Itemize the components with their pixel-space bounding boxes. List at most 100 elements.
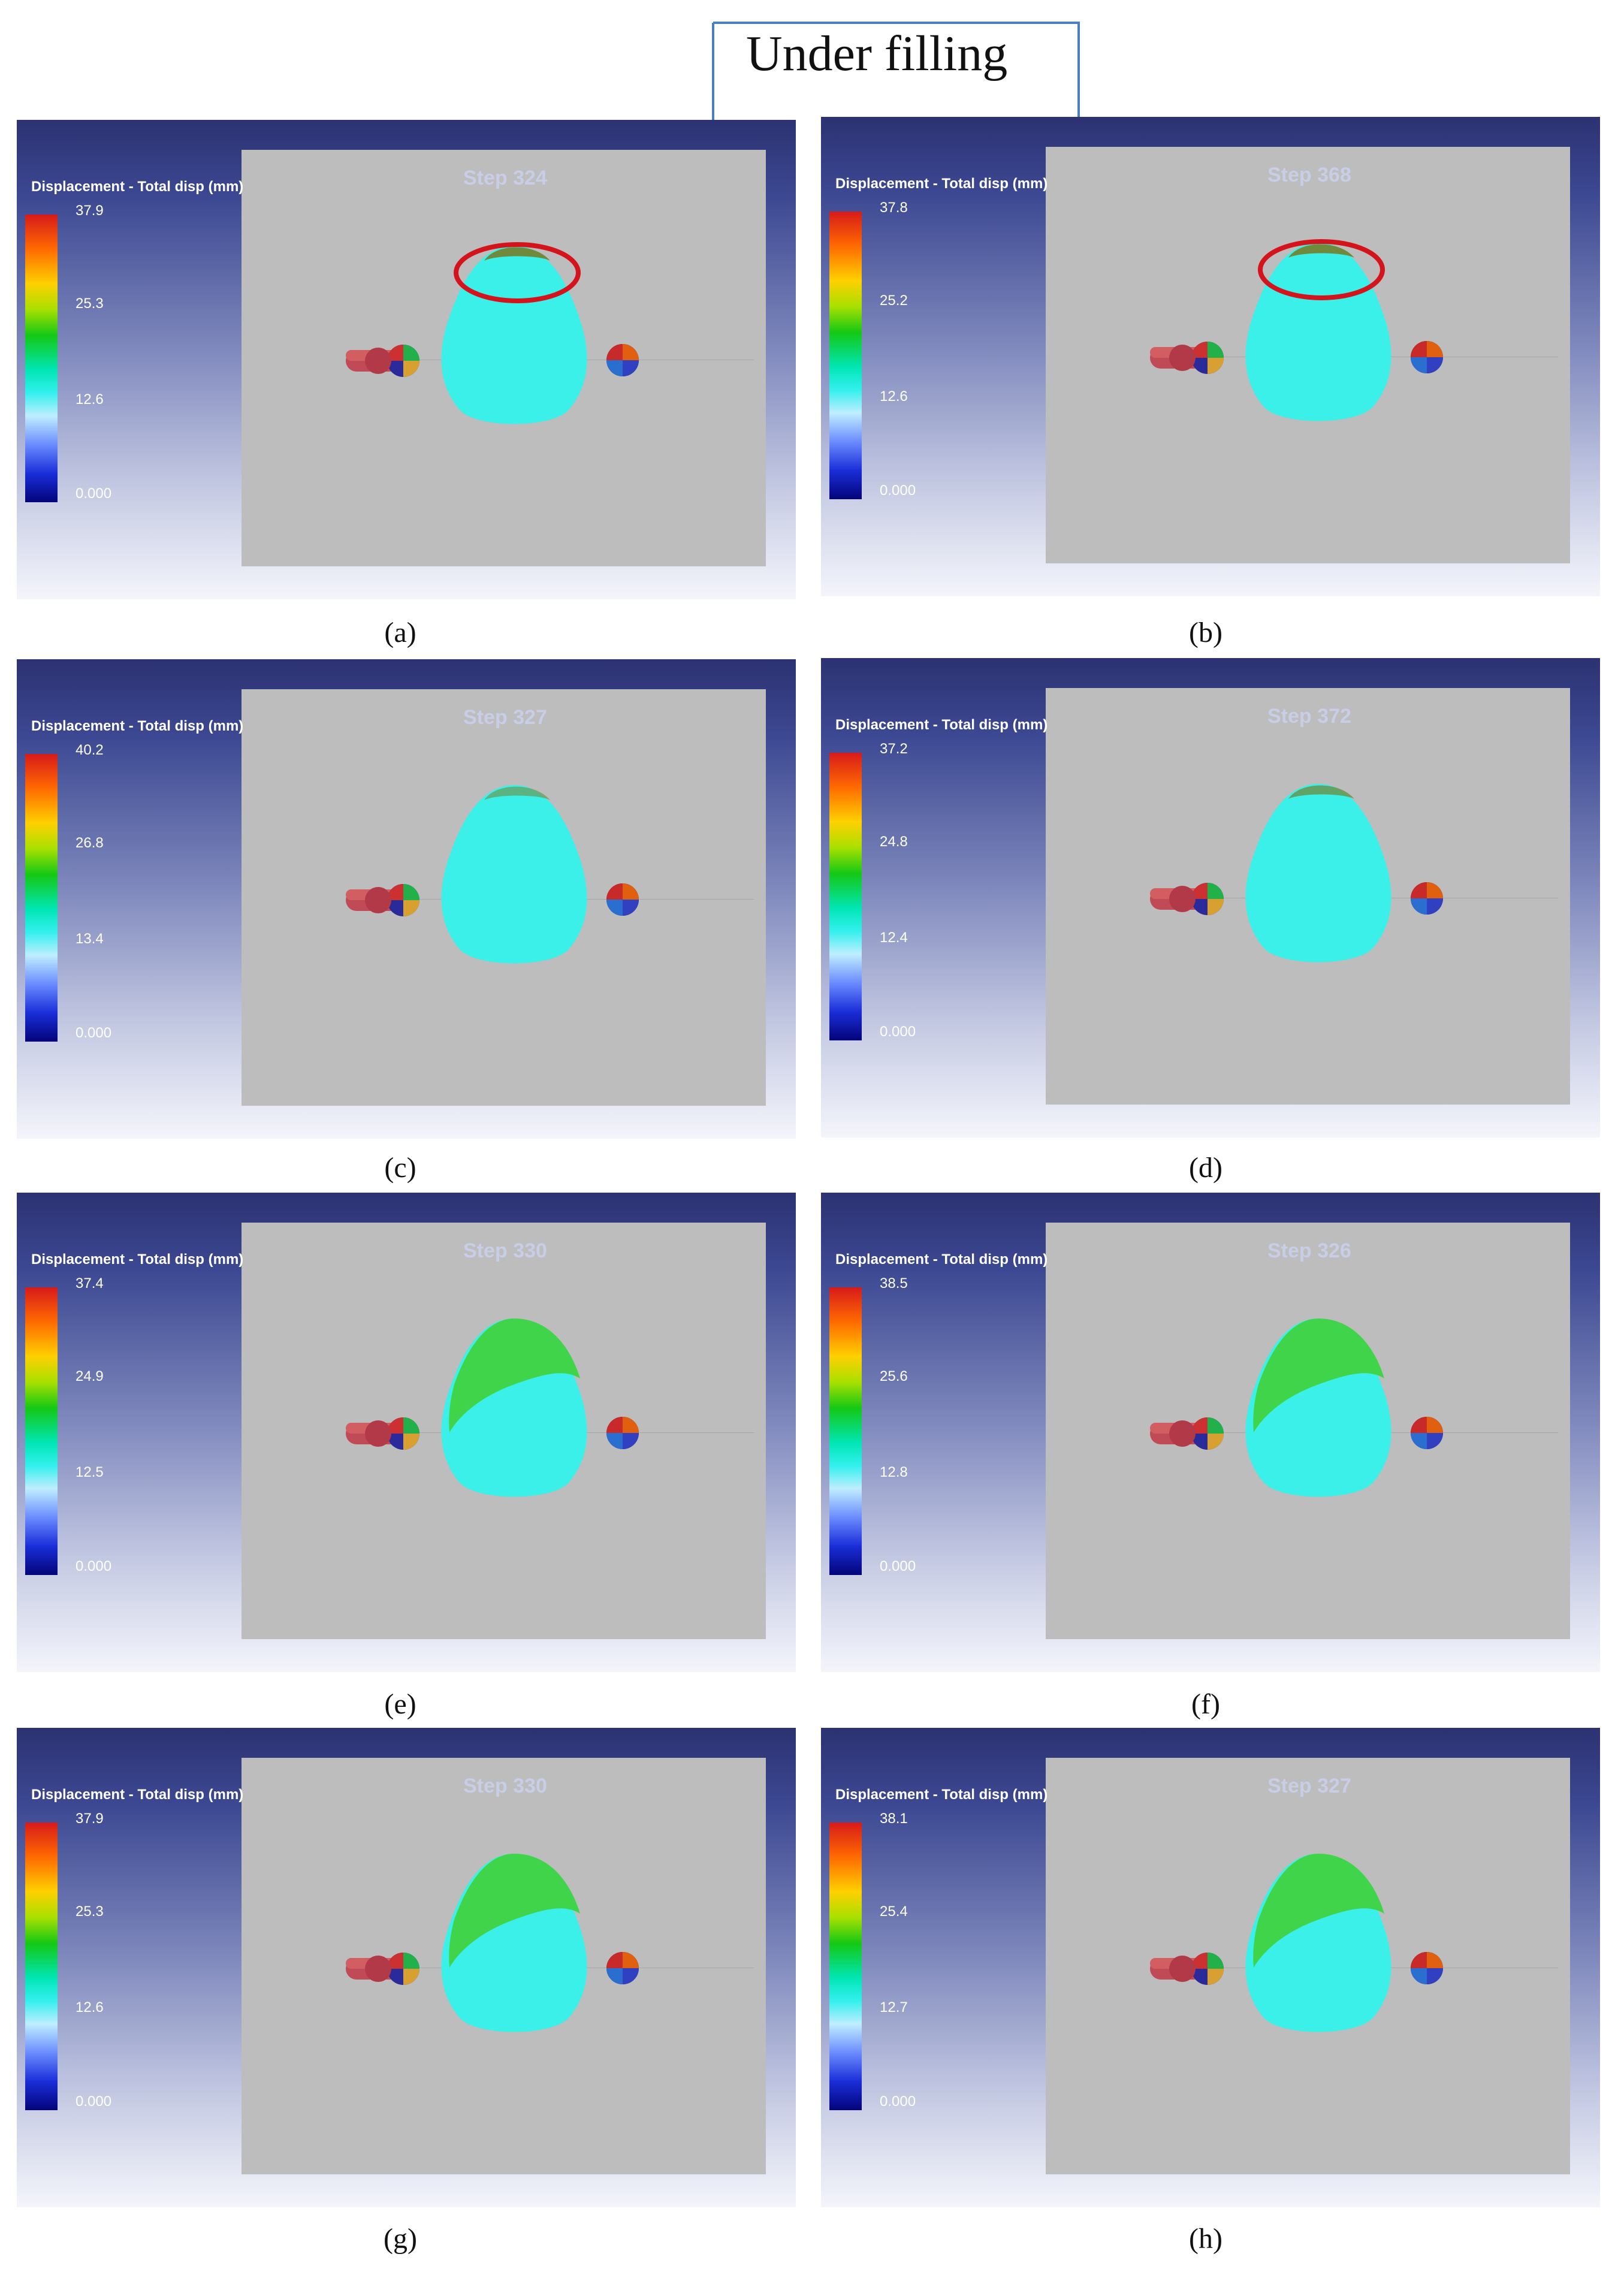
colorbar-tick-min: 0.000	[880, 1024, 916, 1040]
colorbar-tick-lower: 12.6	[76, 1999, 104, 2015]
workpiece-blob	[441, 1854, 587, 2032]
legend-title: Displacement - Total disp (mm)	[835, 176, 1048, 192]
colorbar-tick-lower: 12.5	[76, 1464, 104, 1480]
right-sphere-part	[606, 883, 639, 916]
workpiece-blob	[1245, 1854, 1391, 2032]
caption-c: (c)	[384, 1152, 416, 1184]
step-label: Step 327	[463, 706, 547, 729]
left-sphere-part	[346, 1417, 419, 1450]
right-sphere-part	[606, 344, 639, 376]
colorbar-tick-upper: 25.4	[880, 1903, 908, 1920]
workpiece-blob	[441, 246, 587, 424]
left-sphere-part	[1150, 342, 1224, 374]
colorbar-tick-lower: 12.7	[880, 1999, 908, 2015]
panel-f: Step 326 Displacement - Total disp (mm) …	[821, 1193, 1600, 1672]
caption-d: (d)	[1189, 1152, 1222, 1184]
left-sphere-part	[1150, 1953, 1224, 1985]
colorbar	[25, 215, 58, 502]
left-sphere-part	[1150, 883, 1224, 915]
colorbar-tick-upper: 25.2	[880, 292, 908, 309]
workpiece-blob	[1245, 784, 1391, 962]
colorbar	[829, 753, 862, 1040]
colorbar	[829, 1823, 862, 2110]
step-label: Step 372	[1267, 705, 1351, 728]
panel-b: Step 368 Displacement - Total disp (mm) …	[821, 117, 1600, 596]
caption-a: (a)	[384, 617, 416, 648]
colorbar	[829, 212, 862, 499]
step-label: Step 368	[1267, 164, 1351, 186]
right-sphere-part	[606, 1952, 639, 1984]
colorbar-tick-upper: 25.6	[880, 1368, 908, 1384]
caption-e: (e)	[384, 1688, 416, 1720]
caption-b: (b)	[1189, 617, 1222, 648]
colorbar-tick-max: 37.8	[880, 200, 908, 216]
workpiece-blob	[441, 785, 587, 964]
colorbar-tick-min: 0.000	[880, 482, 916, 499]
legend-title: Displacement - Total disp (mm)	[835, 717, 1048, 733]
right-sphere-part	[1411, 1952, 1443, 1984]
colorbar-tick-lower: 12.8	[880, 1464, 908, 1480]
colorbar-tick-lower: 12.4	[880, 930, 908, 946]
right-sphere-part	[1411, 1417, 1443, 1449]
colorbar-tick-upper: 25.3	[76, 1903, 104, 1920]
step-label: Step 324	[463, 167, 547, 189]
under-filling-label: Under filling	[746, 26, 1008, 82]
legend-title: Displacement - Total disp (mm)	[31, 179, 244, 195]
colorbar-tick-max: 38.5	[880, 1275, 908, 1292]
caption-g: (g)	[384, 2223, 417, 2255]
legend-title: Displacement - Total disp (mm)	[31, 718, 244, 734]
workpiece-blob	[441, 1318, 587, 1497]
legend-title: Displacement - Total disp (mm)	[31, 1787, 244, 1803]
step-label: Step 330	[463, 1775, 547, 1797]
panel-g: Step 330 Displacement - Total disp (mm) …	[17, 1728, 796, 2207]
workpiece-blob	[1245, 243, 1391, 421]
right-sphere-part	[1411, 882, 1443, 915]
panel-d: Step 372 Displacement - Total disp (mm) …	[821, 658, 1600, 1138]
colorbar-tick-max: 38.1	[880, 1811, 908, 1827]
colorbar-tick-upper: 25.3	[76, 295, 104, 312]
colorbar-tick-min: 0.000	[76, 1558, 112, 1574]
panel-c: Step 327 Displacement - Total disp (mm) …	[17, 659, 796, 1139]
colorbar-tick-lower: 12.6	[76, 391, 104, 408]
panel-a: Step 324 Displacement - Total disp (mm) …	[17, 120, 796, 599]
legend-title: Displacement - Total disp (mm)	[835, 1787, 1048, 1803]
left-sphere-part	[346, 1953, 419, 1985]
colorbar-tick-max: 37.2	[880, 741, 908, 757]
panel-h: Step 327 Displacement - Total disp (mm) …	[821, 1728, 1600, 2207]
colorbar-tick-max: 37.9	[76, 203, 104, 219]
workpiece-blob	[1245, 1318, 1391, 1497]
colorbar-tick-min: 0.000	[76, 485, 112, 502]
left-sphere-part	[346, 345, 419, 377]
step-label: Step 327	[1267, 1775, 1351, 1797]
right-sphere-part	[606, 1417, 639, 1449]
underfill-highlight-ellipse	[1258, 239, 1385, 300]
colorbar-tick-upper: 24.8	[880, 834, 908, 850]
right-sphere-part	[1411, 341, 1443, 373]
colorbar-tick-upper: 26.8	[76, 835, 104, 851]
step-label: Step 330	[463, 1239, 547, 1262]
legend-title: Displacement - Total disp (mm)	[31, 1251, 244, 1268]
legend-title: Displacement - Total disp (mm)	[835, 1251, 1048, 1268]
colorbar-tick-lower: 13.4	[76, 931, 104, 947]
colorbar-tick-min: 0.000	[880, 2093, 916, 2110]
left-sphere-part	[346, 884, 419, 916]
panel-e: Step 330 Displacement - Total disp (mm) …	[17, 1193, 796, 1672]
colorbar-tick-lower: 12.6	[880, 388, 908, 405]
left-sphere-part	[1150, 1417, 1224, 1450]
caption-h: (h)	[1189, 2223, 1222, 2255]
colorbar-tick-min: 0.000	[880, 1558, 916, 1574]
colorbar-tick-min: 0.000	[76, 1025, 112, 1041]
colorbar	[25, 1823, 58, 2110]
colorbar	[25, 754, 58, 1042]
colorbar-tick-max: 37.9	[76, 1811, 104, 1827]
colorbar-tick-max: 40.2	[76, 742, 104, 758]
colorbar-tick-min: 0.000	[76, 2093, 112, 2110]
colorbar	[829, 1287, 862, 1575]
colorbar-tick-max: 37.4	[76, 1275, 104, 1292]
caption-f: (f)	[1191, 1688, 1220, 1720]
step-label: Step 326	[1267, 1239, 1351, 1262]
underfill-highlight-ellipse	[454, 242, 581, 303]
viewport-canvas[interactable]: Step 327	[1046, 1758, 1570, 2174]
colorbar	[25, 1287, 58, 1575]
colorbar-tick-upper: 24.9	[76, 1368, 104, 1384]
